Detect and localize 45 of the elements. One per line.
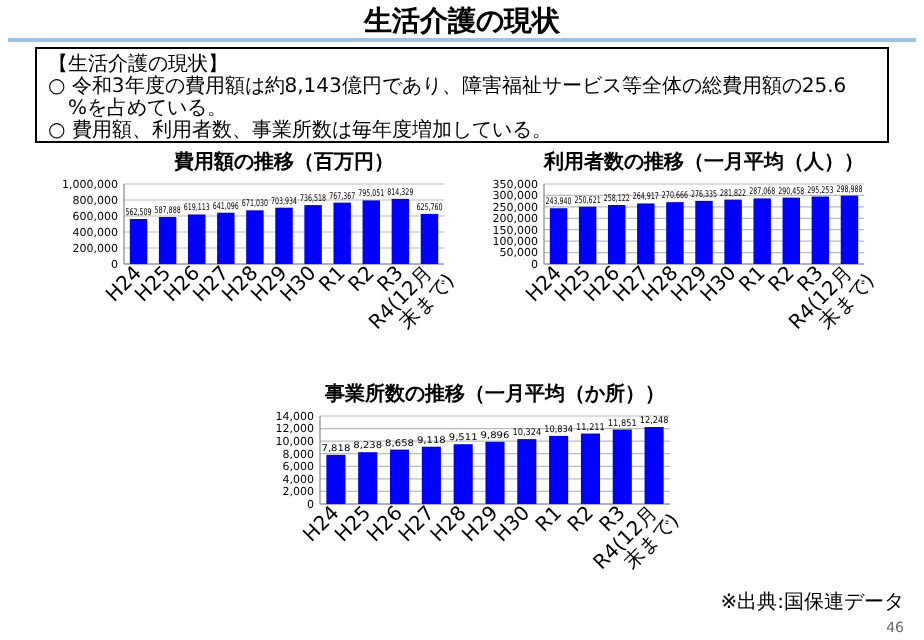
bar [549, 208, 568, 264]
bar [753, 198, 771, 264]
bar [362, 200, 380, 264]
bar [549, 435, 569, 504]
bar [358, 452, 378, 504]
chart-title: 事業所数の推移（一月平均（か所）） [323, 382, 665, 406]
bar [695, 200, 713, 264]
bar [612, 429, 632, 504]
bar [391, 198, 410, 264]
bar [421, 446, 441, 504]
bar [333, 202, 351, 264]
bar [275, 207, 293, 264]
x-tick-label: R1 [532, 502, 567, 538]
bar [724, 199, 742, 264]
chart-title: 費用額の推移（百万円） [172, 150, 394, 174]
bar [129, 219, 148, 264]
x-tick-label: R1 [736, 262, 771, 298]
text: 【生活介護の現状】 [48, 52, 228, 76]
bar [517, 439, 537, 504]
x-tick-label: R2 [564, 502, 599, 538]
x-tick-label: R1 [316, 262, 351, 298]
bar [811, 196, 830, 264]
bar [453, 444, 473, 504]
bar [666, 202, 684, 264]
text: ※出典:国保連データ [720, 590, 904, 614]
bar [188, 214, 206, 264]
bar [644, 427, 664, 504]
bar [158, 216, 177, 264]
chart-title: 利用者数の推移（一月平均（人）） [542, 150, 864, 174]
bar [637, 203, 655, 264]
bar [304, 205, 322, 264]
bar [840, 195, 859, 264]
text: ○ 費用額、利用者数、事業所数は毎年度増加している。 [48, 118, 552, 142]
bar [217, 212, 235, 264]
bar [420, 213, 439, 264]
bar [326, 454, 346, 504]
bar [485, 441, 505, 504]
bar [390, 449, 410, 504]
text: 生活介護の現状 [362, 4, 562, 38]
bar [782, 197, 800, 264]
text: ○ 令和3年度の費用額は約8,143億円であり、障害福祉サービス等全体の総費用額の25.6%を占めている。 [48, 74, 847, 120]
bar [246, 210, 264, 264]
bar [608, 205, 626, 264]
bar [580, 433, 600, 504]
bar [578, 206, 597, 264]
